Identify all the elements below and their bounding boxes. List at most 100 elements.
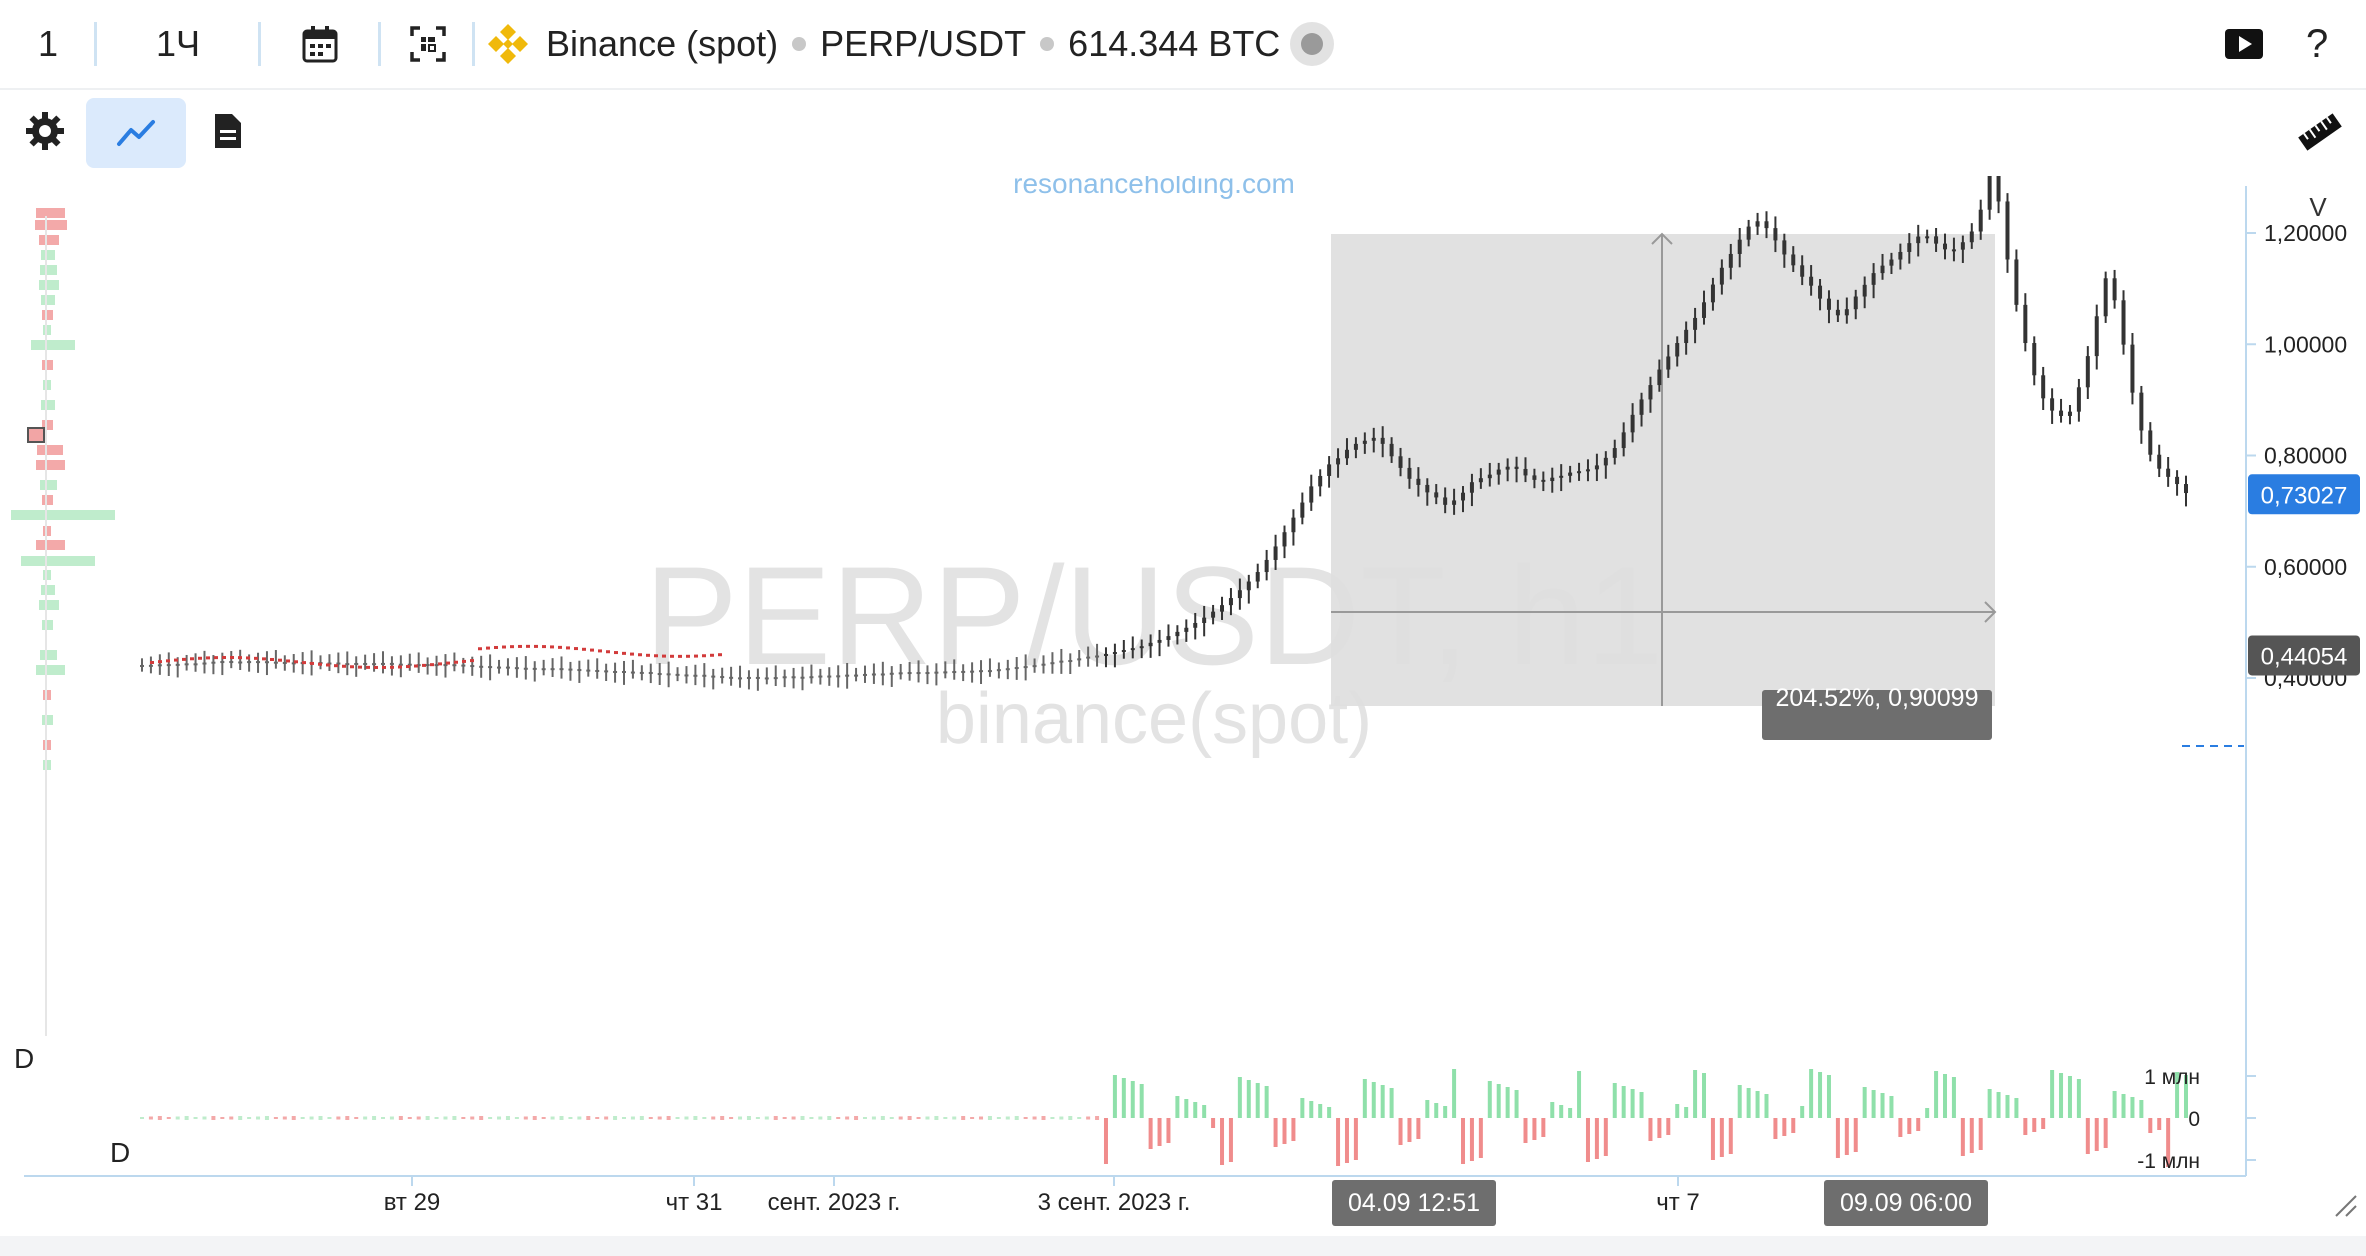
delta-bar (1755, 1091, 1760, 1118)
ruler-icon[interactable] (2296, 110, 2344, 154)
delta-bar (2023, 1118, 2028, 1135)
resize-handle-icon[interactable] (2335, 1195, 2357, 1217)
delta-marker (190, 657, 194, 661)
candle-body (1228, 598, 1233, 606)
delta-bar (363, 1116, 368, 1120)
delta-bar (211, 1116, 216, 1120)
delta-marker (158, 660, 162, 664)
status-indicator[interactable] (1290, 22, 1335, 66)
candle-body (1612, 448, 1617, 458)
delta-bar (1809, 1069, 1814, 1118)
chart-toolbar (0, 90, 2366, 176)
delta-marker (230, 656, 234, 660)
candle-body (1728, 253, 1733, 268)
delta-marker (558, 645, 562, 649)
calendar-icon[interactable] (298, 20, 342, 68)
delta-bar (961, 1116, 966, 1120)
chart-type-line-button[interactable] (86, 98, 186, 168)
delta-bar (1407, 1118, 1412, 1142)
candle-body (1978, 209, 1983, 232)
delta-bar (693, 1116, 698, 1120)
profile-marker[interactable] (27, 427, 45, 443)
delta-bar (738, 1116, 743, 1120)
delta-marker (350, 665, 354, 669)
delta-bar (434, 1117, 439, 1119)
profile-bar (43, 570, 46, 580)
time-tick-label: чт 31 (666, 1189, 723, 1216)
profile-bar (42, 360, 46, 370)
profile-bar (46, 600, 59, 610)
time-axis-ticks: вт 29 чт 31 сент. 2023 г. 3 сент. 2023 г. чт… (384, 1176, 1988, 1226)
separator-dot (792, 37, 807, 51)
delta-bar (1336, 1118, 1341, 1166)
profile-bar (46, 400, 55, 410)
candle-body (2130, 344, 2135, 393)
footprint-chart[interactable]: resonanceholding.com PERP/USDT, h1 binan… (0, 134, 2366, 1236)
candle-body (523, 667, 528, 670)
delta-marker (582, 647, 586, 651)
delta-marker (574, 647, 578, 651)
delta-bar (1844, 1118, 1849, 1155)
candle-body (702, 674, 707, 677)
delta-bar (291, 1116, 296, 1120)
candle-body (586, 669, 591, 672)
profile-bar (36, 540, 46, 550)
delta-bar (934, 1116, 939, 1120)
delta-bar (1086, 1116, 1091, 1120)
candle-body (2184, 484, 2188, 494)
candle-body (862, 673, 867, 676)
candle-body (1532, 475, 1537, 480)
delta-bar (264, 1116, 269, 1120)
settings-gear-icon[interactable] (22, 108, 68, 154)
profile-bar (46, 340, 75, 350)
delta-bar (862, 1117, 867, 1119)
delta-bar (1702, 1073, 1707, 1118)
interval-selector[interactable]: 1Ч (156, 23, 201, 64)
candle-body (1380, 437, 1385, 444)
separator (472, 22, 475, 66)
candle-body (836, 675, 841, 678)
candle-body (434, 664, 439, 667)
profile-bar (39, 280, 46, 290)
play-video-icon[interactable] (2222, 22, 2266, 66)
candle-body (1835, 309, 1840, 316)
screenshot-icon[interactable] (406, 22, 450, 66)
delta-marker (630, 652, 634, 656)
delta-bar (1211, 1118, 1216, 1128)
chart-area[interactable]: resonanceholding.com PERP/USDT, h1 binan… (0, 134, 2366, 1236)
delta-bar (1550, 1102, 1555, 1118)
delta-bar (1496, 1084, 1501, 1118)
delta-bar (416, 1116, 421, 1120)
candle-body (532, 667, 537, 670)
delta-bar (568, 1117, 573, 1119)
delta-bar (541, 1117, 546, 1119)
candle-body (452, 664, 457, 667)
profile-bar (42, 715, 46, 725)
interval-count[interactable]: 1 (38, 23, 59, 64)
delta-bar (1826, 1075, 1831, 1118)
delta-bar (987, 1116, 992, 1120)
delta-tick-label: 1 млн (2144, 1066, 2200, 1089)
candle-body (497, 666, 502, 669)
delta-marker (406, 665, 410, 669)
delta-bar (943, 1117, 948, 1119)
candle-body (1800, 265, 1805, 277)
delta-axis-ticks: 1 млн 0 -1 млн (2137, 1066, 2256, 1173)
document-icon[interactable] (208, 108, 248, 154)
delta-marker (454, 660, 458, 664)
time-tick-label: чт 7 (1656, 1189, 1700, 1216)
candle-body (1880, 265, 1885, 274)
delta-bar (648, 1117, 653, 1119)
candle-body (229, 661, 234, 664)
candle-body (1416, 478, 1421, 485)
delta-bar (1818, 1072, 1823, 1118)
delta-marker (342, 664, 346, 668)
candle-body (157, 664, 162, 667)
symbol-name[interactable]: PERP/USDT (820, 23, 1027, 64)
price-label-text: 0,44054 (2261, 643, 2348, 670)
candle-body (184, 663, 189, 666)
delta-bar (1193, 1102, 1198, 1118)
profile-bar (43, 526, 46, 536)
help-button[interactable]: ? (2306, 21, 2329, 66)
profile-bar (39, 235, 46, 245)
